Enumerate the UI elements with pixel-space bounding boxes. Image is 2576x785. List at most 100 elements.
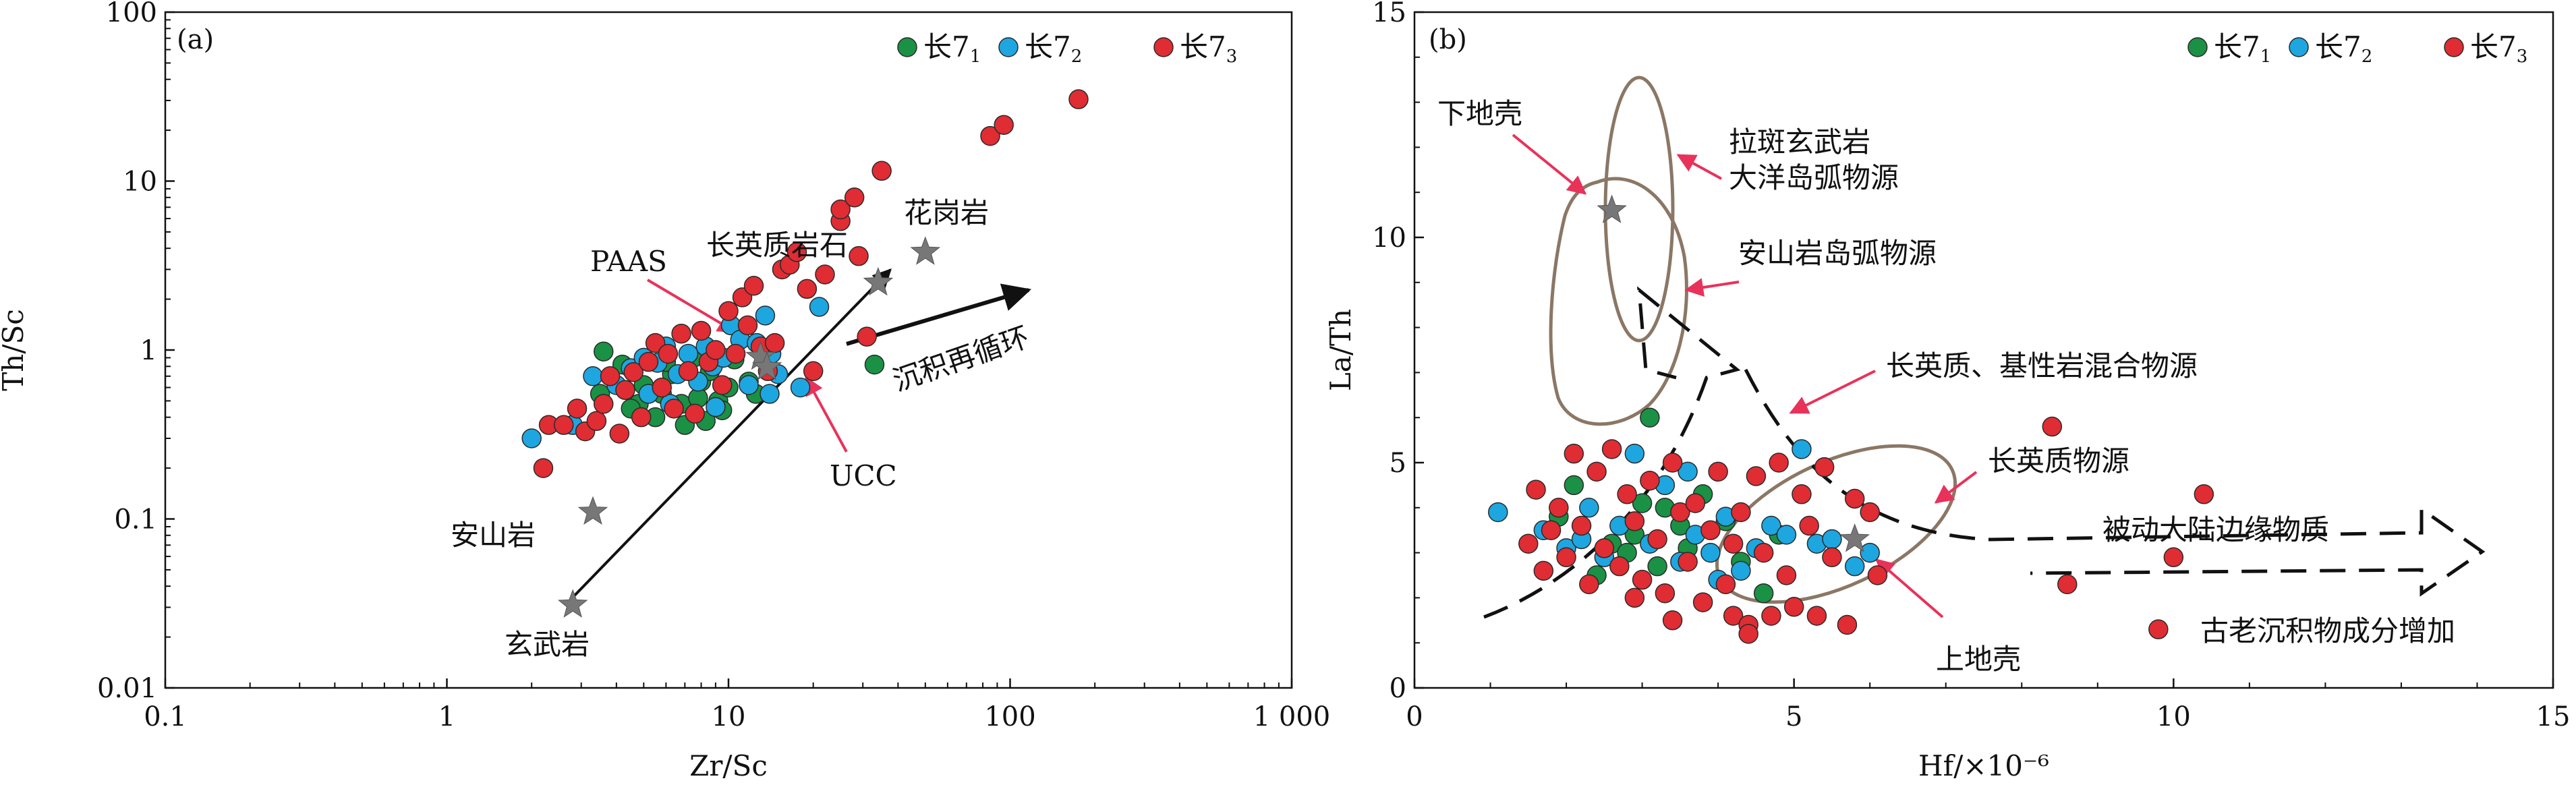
chart-b-points [1488, 407, 2214, 644]
data-point [1549, 498, 1569, 518]
chart-b-frame [1413, 11, 2554, 689]
data-point [864, 354, 885, 375]
data-point [1738, 624, 1758, 644]
reference-star [1839, 523, 1870, 552]
pointer-oceanic-arc [1676, 154, 1722, 180]
x-tick-label: 1 000 [1253, 701, 1331, 732]
ucc-pointer [805, 376, 848, 453]
legend-marker [2444, 37, 2464, 57]
data-point [1723, 606, 1744, 626]
label-passive-margin: 被动大陆边缘物质 [2102, 513, 2329, 546]
data-point [691, 320, 712, 341]
data-point [760, 384, 780, 404]
data-point [1632, 569, 1653, 590]
data-point [830, 199, 851, 220]
label-felsic-source: 长英质物源 [1988, 444, 2129, 477]
label-felsic-rock: 长英质岩石 [706, 229, 848, 262]
x-tick-label: 10 [712, 701, 746, 732]
data-point [764, 332, 785, 353]
x-tick-label: 10 [2156, 701, 2191, 732]
reference-star [910, 236, 941, 265]
reference-star [577, 496, 608, 525]
x-tick-label: 1 [438, 701, 455, 732]
legend-marker [897, 37, 917, 57]
data-point [1844, 488, 1865, 509]
data-point [1526, 479, 1546, 500]
recycling-arrow [846, 283, 1032, 346]
chart-a-ylabel: Th/Sc [0, 309, 30, 391]
chart-b-ylabel: La/Th [1324, 309, 1357, 391]
chart-b-fields [1483, 76, 2486, 619]
data-point [1670, 502, 1690, 523]
legend-marker [2289, 37, 2309, 57]
data-point [1601, 439, 1622, 459]
data-point [1746, 466, 1767, 486]
data-point [1692, 592, 1713, 612]
x-tick-label: 15 [2536, 701, 2571, 732]
data-point [1624, 443, 1645, 464]
data-point [554, 415, 574, 435]
chart-a-panel-label: (a) [177, 24, 214, 55]
label-upper-crust: 上地壳 [1936, 643, 2021, 676]
data-point [678, 343, 699, 364]
data-point [1617, 484, 1637, 504]
data-point [739, 375, 759, 395]
data-point [1783, 597, 1804, 617]
data-point [1594, 538, 1615, 558]
data-point [1488, 502, 1508, 523]
data-point [718, 301, 739, 322]
data-point [1647, 556, 1667, 577]
data-point [1564, 475, 1584, 496]
chart-b: 0 5 10 15 0 5 10 15 下地壳 上地壳 拉斑玄武岩 大洋岛弧物源 安山岩岛弧物… [1324, 0, 2570, 782]
legend-label: 长71 [923, 30, 981, 67]
label-ucc: UCC [830, 459, 897, 492]
x-tick-label: 5 [1785, 701, 1802, 732]
chart-a-legend: 长71 长72 长73 [897, 30, 1237, 67]
data-point [755, 306, 776, 326]
y-tick-label: 0 [1390, 673, 1406, 704]
data-point [1541, 520, 1562, 540]
data-point [1814, 457, 1835, 477]
x-tick-label: 0 [1406, 701, 1423, 732]
data-point [1579, 574, 1599, 595]
data-point [678, 361, 699, 382]
data-point [1715, 574, 1736, 595]
data-point [658, 343, 679, 364]
pointer-felsic-source [1934, 471, 1978, 504]
reference-star [1597, 194, 1627, 223]
data-point [786, 242, 807, 262]
data-point [1678, 461, 1698, 482]
chart-b-grid-ticks: 0 5 10 15 0 5 10 15 [1372, 0, 2570, 732]
data-point [1753, 583, 1774, 604]
chart-a-annotations: 沉积再循环 [569, 268, 1033, 602]
field-felsic-source [1715, 444, 1957, 604]
data-point [1700, 520, 1721, 540]
legend-label: 长71 [2214, 30, 2271, 67]
data-point [1579, 498, 1599, 518]
legend-label: 长73 [1180, 30, 1237, 67]
label-tholeiite: 拉斑玄武岩 [1729, 125, 1870, 158]
data-point [1776, 525, 1797, 545]
data-point [1837, 614, 1858, 635]
chart-b-panel-label: (b) [1429, 24, 1467, 55]
label-oceanic-arc: 大洋岛弧物源 [1729, 161, 1899, 194]
data-point [1792, 439, 1812, 459]
data-point [1792, 484, 1812, 504]
data-point [844, 187, 865, 208]
data-point [1844, 556, 1865, 577]
data-point [645, 332, 666, 353]
data-point [623, 362, 643, 382]
data-point [1806, 606, 1827, 626]
data-point [712, 375, 733, 395]
data-point [815, 264, 835, 285]
data-point [652, 377, 672, 398]
pointer-andesite-arc [1684, 278, 1740, 297]
label-mixed-source: 长英质、基性岩混合物源 [1886, 349, 2198, 382]
data-point [521, 428, 542, 448]
data-point [1731, 560, 1751, 581]
data-point [615, 380, 635, 401]
data-point [1647, 529, 1667, 550]
data-point [2042, 416, 2063, 437]
pointer-mixed-source [1789, 370, 1876, 414]
data-point [567, 399, 588, 419]
